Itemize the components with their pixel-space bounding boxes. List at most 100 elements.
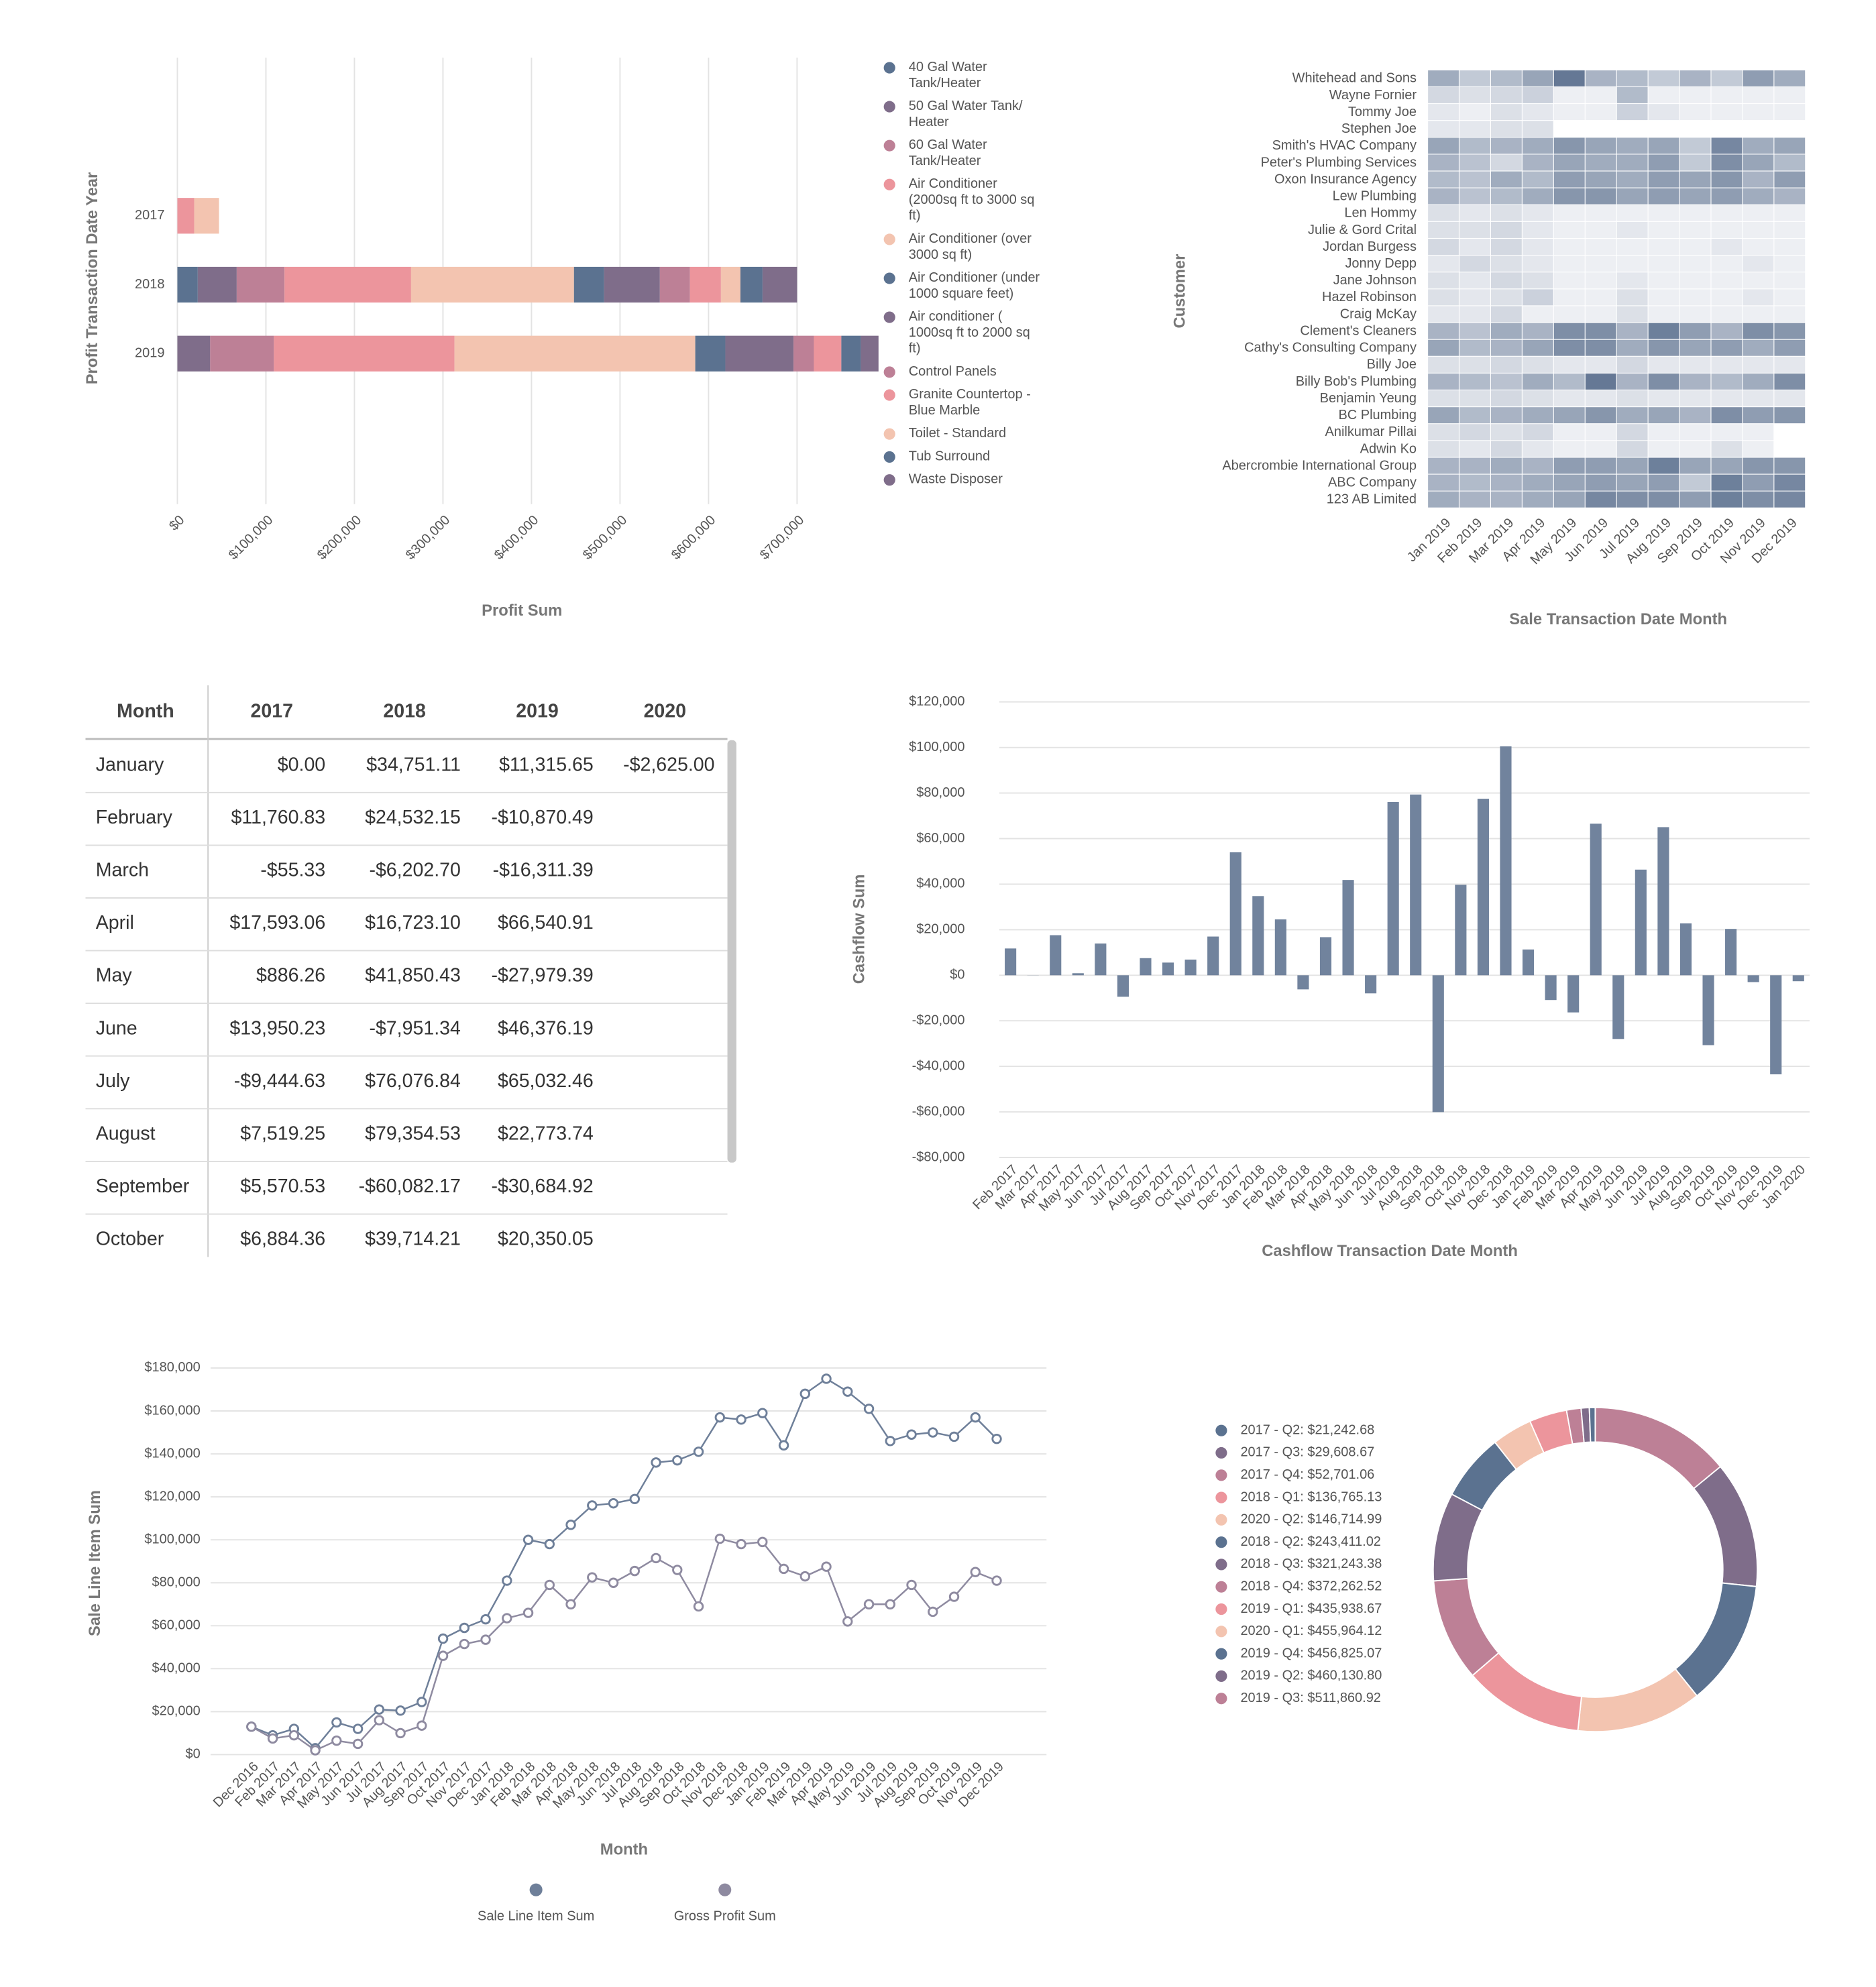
heat-cell	[1616, 205, 1648, 221]
legend-swatch	[1215, 1514, 1227, 1526]
legend-swatch	[1215, 1558, 1227, 1571]
bar-segment	[814, 335, 842, 372]
legend-label: 2017 - Q2: $21,242.68	[1240, 1422, 1374, 1437]
point	[778, 1440, 789, 1451]
heat-cell	[1522, 171, 1553, 188]
point	[842, 1386, 853, 1397]
point	[331, 1717, 342, 1728]
heat-cell	[1459, 474, 1490, 491]
legend-label: Air conditioner (1000sq ft to 2000 sq ft)	[909, 309, 1030, 356]
point	[821, 1373, 832, 1384]
bar	[1679, 923, 1692, 976]
point	[544, 1579, 555, 1591]
heat-cell	[1585, 323, 1616, 339]
y-tick-label: $40,000	[916, 876, 964, 891]
point	[437, 1633, 449, 1644]
heat-cell	[1774, 104, 1806, 121]
heat-cell	[1743, 491, 1774, 508]
heat-cell	[1491, 323, 1522, 339]
heat-cell	[1428, 104, 1459, 121]
heat-cell	[1616, 104, 1648, 121]
table-cell: June	[96, 1017, 137, 1039]
heat-cell	[1459, 407, 1490, 424]
bar-segment	[604, 266, 660, 303]
heat-cell	[1553, 70, 1585, 87]
bar-segment	[194, 198, 219, 234]
heat-cell	[1553, 272, 1585, 289]
heat-cell	[1585, 441, 1616, 457]
heat-cell	[1585, 491, 1616, 508]
point	[544, 1538, 555, 1550]
y-tick-label: Wayne Fornier	[1329, 88, 1417, 103]
heat-cell	[1679, 171, 1711, 188]
heat-cell	[1679, 424, 1711, 441]
heat-cell	[1648, 356, 1679, 373]
legend-label: Air Conditioner (over 3000 sq ft)	[909, 231, 1032, 262]
heat-cell	[1459, 154, 1490, 171]
table-cell: $79,354.53	[365, 1123, 461, 1144]
point	[629, 1493, 641, 1505]
heat-cell	[1711, 339, 1743, 356]
x-axis-title: Month	[600, 1840, 648, 1858]
donut-slice	[1472, 1652, 1583, 1731]
legend-label: Waste Disposer	[909, 472, 1003, 487]
point	[885, 1599, 895, 1609]
x-tick-label: $400,000	[492, 512, 541, 562]
heat-cell	[1774, 171, 1806, 188]
point	[885, 1436, 895, 1446]
bar	[1455, 885, 1467, 976]
heat-cell	[1428, 491, 1459, 508]
heat-cell	[1616, 339, 1648, 356]
heat-cell	[1648, 137, 1679, 154]
heat-cell	[1522, 154, 1553, 171]
heat-cell	[1711, 289, 1743, 306]
bar	[1050, 935, 1062, 976]
table-cell: $20,350.05	[498, 1229, 594, 1250]
y-tick-label: ABC Company	[1328, 475, 1417, 490]
heat-cell	[1553, 239, 1585, 256]
heat-cell	[1648, 323, 1679, 339]
heat-cell	[1428, 70, 1459, 87]
heat-cell	[1774, 390, 1806, 407]
heat-cell	[1711, 205, 1743, 221]
heat-cell	[1491, 441, 1522, 457]
heat-cell	[1522, 390, 1553, 407]
heat-cell	[1616, 137, 1648, 154]
heat-cell	[1774, 306, 1806, 323]
point	[970, 1567, 981, 1577]
bar-segment	[197, 266, 237, 303]
point	[395, 1727, 406, 1739]
heat-cell	[1585, 221, 1616, 238]
heat-cell	[1459, 339, 1490, 356]
heat-cell	[1553, 289, 1585, 306]
y-tick-label: Jordan Burgess	[1323, 239, 1417, 254]
heat-cell	[1679, 306, 1711, 323]
heat-cell	[1616, 424, 1648, 441]
heat-cell	[1711, 390, 1743, 407]
heat-cell	[1491, 457, 1522, 474]
y-tick-label: $120,000	[909, 694, 964, 709]
heat-cell	[1428, 339, 1459, 356]
heat-cell	[1553, 390, 1585, 407]
scrollbar[interactable]	[727, 740, 736, 1163]
heat-cell	[1616, 221, 1648, 238]
y-tick-label: Stephen Joe	[1341, 121, 1417, 136]
heat-cell	[1774, 137, 1806, 154]
heat-cell	[1616, 356, 1648, 373]
point	[267, 1733, 278, 1744]
table-cell: -$10,870.49	[491, 807, 593, 828]
heat-cell	[1522, 491, 1553, 508]
heat-cell	[1679, 289, 1711, 306]
heat-cell	[1585, 289, 1616, 306]
legend-swatch	[883, 139, 895, 152]
bar-segment	[454, 335, 696, 372]
bar	[1274, 919, 1286, 976]
heat-cell	[1428, 239, 1459, 256]
heat-cell	[1491, 272, 1522, 289]
heat-cell	[1553, 137, 1585, 154]
heat-cell	[1743, 289, 1774, 306]
y-axis-title: Sale Line Item Sum	[86, 1490, 104, 1636]
heat-cell	[1553, 104, 1585, 121]
legend-swatch	[718, 1883, 732, 1896]
table-cell: $34,751.11	[366, 754, 461, 775]
